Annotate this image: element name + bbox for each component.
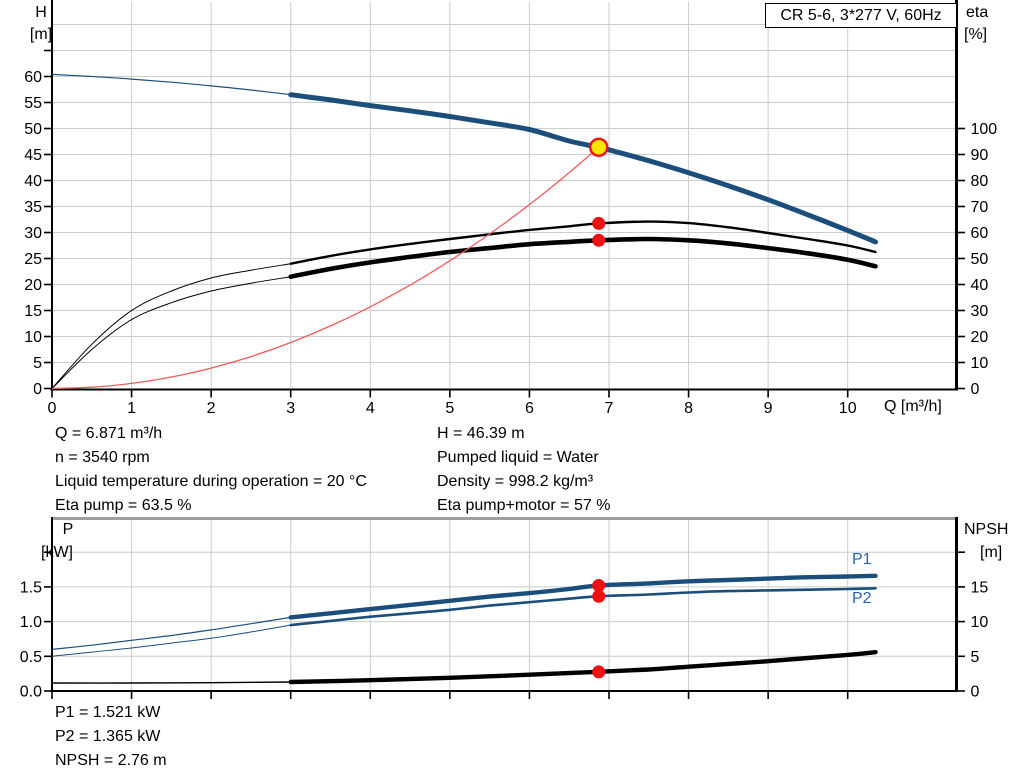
q-axis-title: Q [m³/h] bbox=[884, 398, 942, 415]
pump-curve-thin bbox=[51, 73, 291, 96]
p2-readout: P2 = 1.365 kW bbox=[55, 728, 161, 745]
pumped-liquid-readout: Pumped liquid = Water bbox=[437, 449, 599, 466]
operating-point-dot bbox=[592, 216, 606, 230]
p1-readout: P1 = 1.521 kW bbox=[55, 704, 161, 721]
operating-point-dot bbox=[592, 665, 606, 679]
p1-curve-thin bbox=[51, 616, 291, 650]
left-tick-label: 30 bbox=[24, 225, 42, 242]
p1-curve-label: P1 bbox=[852, 551, 872, 568]
x-tick-label: 0 bbox=[48, 400, 57, 417]
head-efficiency-ticks: 0510152025303540455055600102030405060708… bbox=[24, 49, 998, 417]
head-efficiency-markers bbox=[589, 137, 609, 247]
eta-pump-readout: Eta pump = 63.5 % bbox=[55, 497, 192, 514]
power-npsh-chart: 0.0 0.5 1.0 1.5 0 5 10 15 bbox=[20, 517, 989, 701]
head-efficiency-chart: 0510152025303540455055600102030405060708… bbox=[24, 0, 997, 417]
right-tick-label: 100 bbox=[971, 121, 998, 138]
eta-axis-unit: [%] bbox=[964, 26, 988, 43]
npsh-axis-title: NPSH bbox=[964, 521, 1009, 538]
left-tick-label: 10 bbox=[24, 329, 42, 346]
x-tick-label: 9 bbox=[764, 400, 773, 417]
head-efficiency-grid bbox=[52, 2, 957, 389]
density-readout: Density = 998.2 kg/m³ bbox=[437, 473, 594, 490]
head-readout: H = 46.39 m bbox=[437, 425, 525, 442]
head-efficiency-axes bbox=[50, 0, 958, 391]
eta-pump-motor-curve-thick bbox=[288, 236, 878, 279]
h-axis-title: H bbox=[35, 4, 47, 21]
left-tick-label: 60 bbox=[24, 69, 42, 86]
eta-pump-motor-readout: Eta pump+motor = 57 % bbox=[437, 497, 611, 514]
power-npsh-grid bbox=[52, 519, 957, 690]
operating-point-dot bbox=[592, 578, 606, 592]
left-tick-label: 55 bbox=[24, 95, 42, 112]
right-tick-label: 40 bbox=[971, 277, 989, 294]
flow-readout: Q = 6.871 m³/h bbox=[55, 425, 163, 442]
operating-point-dot bbox=[592, 589, 606, 603]
p-axis-title: P bbox=[62, 521, 74, 538]
left-tick-label: 0 bbox=[33, 381, 42, 398]
eta-pump-curve-thin bbox=[51, 263, 291, 389]
h-axis-unit: [m] bbox=[29, 26, 53, 43]
eta-axis-title: eta bbox=[966, 4, 989, 21]
x-tick-label: 8 bbox=[684, 400, 693, 417]
left-tick-label: 35 bbox=[24, 199, 42, 216]
left-tick-label: 40 bbox=[24, 173, 42, 190]
right-tick-label: 10 bbox=[971, 355, 989, 372]
npsh-curve-thick bbox=[288, 649, 878, 685]
x-tick-label: 5 bbox=[445, 400, 454, 417]
left-tick-label: 15 bbox=[24, 303, 42, 320]
right-tick-label: 10 bbox=[971, 614, 989, 631]
right-tick-label: 80 bbox=[971, 173, 989, 190]
x-tick-label: 2 bbox=[207, 400, 216, 417]
right-tick-label: 0 bbox=[971, 684, 980, 701]
power-npsh-axes bbox=[50, 517, 958, 692]
npsh-readout: NPSH = 2.76 m bbox=[55, 752, 167, 769]
left-tick-label: 50 bbox=[24, 121, 42, 138]
p1-curve-thick bbox=[288, 573, 878, 620]
npsh-curve-thin bbox=[51, 681, 291, 684]
x-tick-label: 6 bbox=[525, 400, 534, 417]
eta-pump-motor-curve-thin bbox=[51, 276, 291, 389]
x-tick-label: 1 bbox=[127, 400, 136, 417]
right-tick-label: 0 bbox=[971, 381, 980, 398]
right-tick-label: 50 bbox=[971, 251, 989, 268]
left-tick-label: 1.0 bbox=[20, 614, 42, 631]
system-curve-thin bbox=[51, 146, 600, 390]
pump-curve-thick bbox=[288, 92, 878, 245]
right-tick-label: 60 bbox=[971, 225, 989, 242]
left-tick-label: 5 bbox=[33, 355, 42, 372]
power-npsh-ticks: 0.0 0.5 1.0 1.5 0 5 10 15 bbox=[20, 551, 989, 701]
x-tick-label: 10 bbox=[839, 400, 857, 417]
x-tick-label: 4 bbox=[366, 400, 375, 417]
left-tick-label: 25 bbox=[24, 251, 42, 268]
speed-readout: n = 3540 rpm bbox=[55, 449, 150, 466]
operating-point-dot bbox=[592, 233, 606, 247]
npsh-axis-unit: [m] bbox=[980, 544, 1003, 561]
right-tick-label: 15 bbox=[971, 579, 989, 596]
p2-curve-thick bbox=[289, 587, 877, 627]
right-tick-label: 70 bbox=[971, 199, 989, 216]
left-tick-label: 0.5 bbox=[20, 649, 42, 666]
left-tick-label: 0.0 bbox=[20, 684, 42, 701]
p-axis-unit: [kW] bbox=[41, 544, 73, 561]
eta-pump-curve-thick bbox=[289, 220, 877, 265]
left-tick-label: 45 bbox=[24, 147, 42, 164]
liquid-temp-readout: Liquid temperature during operation = 20… bbox=[55, 473, 367, 490]
p2-curve-label: P2 bbox=[852, 590, 872, 607]
right-tick-label: 5 bbox=[971, 649, 980, 666]
pump-model-box: CR 5-6, 3*277 V, 60Hz bbox=[765, 3, 957, 28]
left-tick-label: 20 bbox=[24, 277, 42, 294]
right-tick-label: 30 bbox=[971, 303, 989, 320]
p2-curve-thin bbox=[51, 624, 291, 657]
right-tick-label: 90 bbox=[971, 147, 989, 164]
left-tick-label: 1.5 bbox=[20, 579, 42, 596]
x-tick-label: 7 bbox=[605, 400, 614, 417]
duty-point-marker[interactable] bbox=[589, 137, 609, 157]
right-tick-label: 20 bbox=[971, 329, 989, 346]
x-tick-label: 3 bbox=[286, 400, 295, 417]
power-npsh-markers bbox=[592, 578, 606, 679]
